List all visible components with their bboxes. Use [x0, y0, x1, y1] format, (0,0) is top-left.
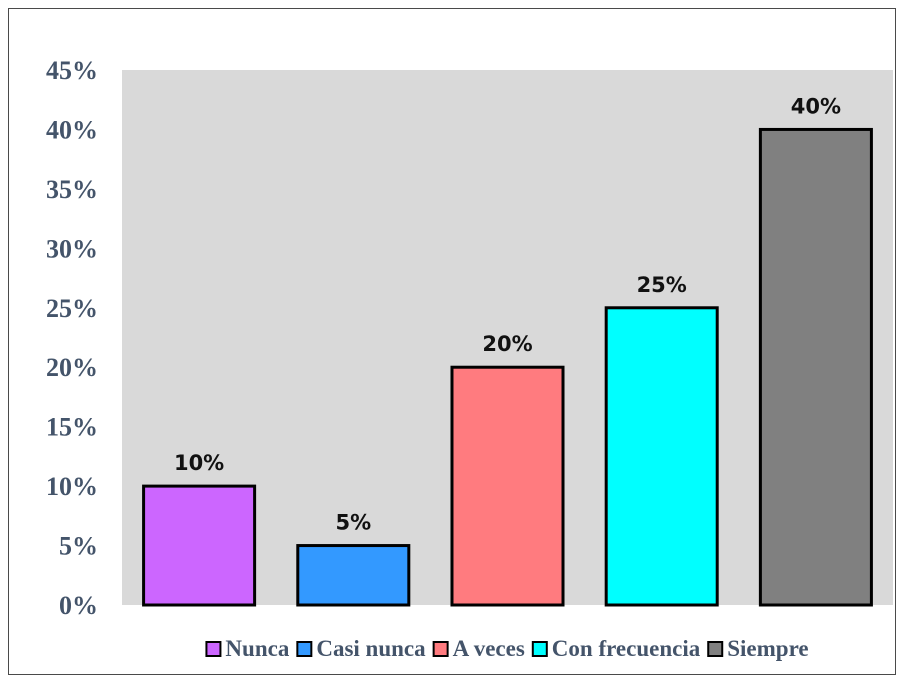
y-tick-label: 25% [46, 294, 98, 323]
bar-con-frecuencia [604, 306, 719, 607]
y-tick-label: 15% [46, 413, 98, 442]
data-label: 20% [482, 332, 532, 356]
legend-label: Con frecuencia [552, 636, 701, 661]
bar-nunca [142, 484, 257, 607]
y-tick-label: 45% [46, 56, 98, 85]
bars-group [142, 127, 873, 607]
bar-casi-nunca [296, 544, 411, 607]
y-tick-label: 20% [46, 353, 98, 382]
legend-label: Casi nunca [316, 636, 426, 661]
legend-label: Siempre [727, 636, 808, 661]
legend-label: Nunca [225, 636, 289, 661]
legend-swatch [707, 641, 724, 657]
bar-a-veces [450, 365, 565, 607]
legend-swatch [531, 641, 548, 657]
legend: Nunca Casi nunca A veces Con frecuencia Siem… [205, 636, 809, 661]
legend-swatch [432, 641, 449, 657]
data-label: 25% [637, 273, 687, 297]
y-tick-label: 10% [46, 472, 98, 501]
legend-item-a-veces: A veces [432, 636, 525, 661]
legend-swatch [296, 641, 313, 657]
y-axis-ticks: 0% 5% 10% 15% 20% 25% 30% 35% 40% 45% [46, 56, 98, 620]
legend-item-casi-nunca: Casi nunca [296, 636, 426, 661]
data-label: 5% [335, 511, 371, 535]
legend-item-con-frecuencia: Con frecuencia [531, 636, 701, 661]
y-tick-label: 30% [46, 234, 98, 263]
legend-label: A veces [453, 636, 525, 661]
legend-swatch [205, 641, 222, 657]
data-label: 10% [174, 451, 224, 475]
y-tick-label: 5% [59, 532, 98, 561]
legend-item-nunca: Nunca [205, 636, 290, 661]
y-tick-label: 35% [46, 175, 98, 204]
legend-item-siempre: Siempre [707, 636, 809, 661]
y-tick-label: 40% [46, 115, 98, 144]
data-label: 40% [791, 94, 841, 118]
data-labels-group: 10% 5% 20% 25% 40% [174, 94, 841, 534]
y-tick-label: 0% [59, 591, 98, 620]
bar-siempre [758, 127, 873, 607]
